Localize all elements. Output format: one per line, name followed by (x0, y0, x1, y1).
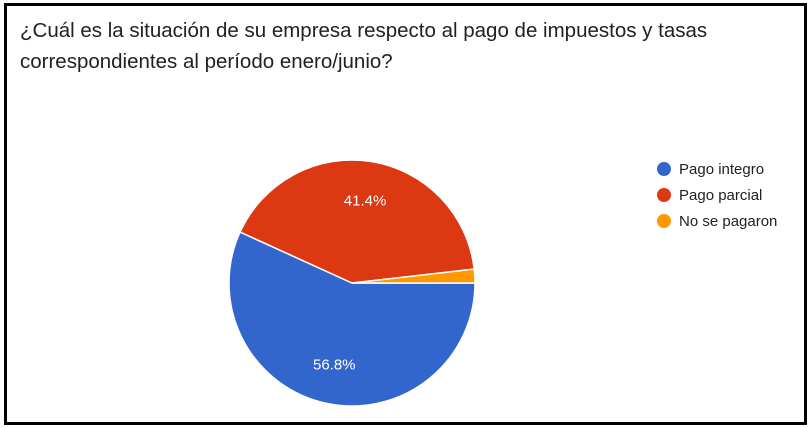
pie-slice-pago-integro[interactable] (228, 231, 476, 407)
legend-item-pago-parcial[interactable]: Pago parcial (657, 182, 777, 208)
pie-chart: 56.8% 41.4% (228, 159, 476, 407)
pie-slice-pago-parcial[interactable] (239, 159, 476, 284)
legend-item-pago-integro[interactable]: Pago integro (657, 156, 777, 182)
legend-label: Pago integro (679, 160, 765, 178)
legend-label: Pago parcial (679, 186, 763, 204)
chart-card: ¿Cuál es la situación de su empresa resp… (4, 3, 807, 425)
pie-slice-no-se-pagaron[interactable] (351, 268, 476, 284)
chart-question-title: ¿Cuál es la situación de su empresa resp… (20, 19, 708, 73)
legend-swatch-pago-integro (657, 162, 671, 176)
legend-swatch-no-se-pagaron (657, 214, 671, 228)
slice-percent-label: 56.8% (313, 357, 356, 374)
slice-percent-label: 41.4% (344, 192, 387, 209)
legend-swatch-pago-parcial (657, 188, 671, 202)
legend: Pago integro Pago parcial No se pagaron (657, 156, 777, 234)
legend-item-no-se-pagaron[interactable]: No se pagaron (657, 208, 777, 234)
legend-label: No se pagaron (679, 212, 778, 230)
